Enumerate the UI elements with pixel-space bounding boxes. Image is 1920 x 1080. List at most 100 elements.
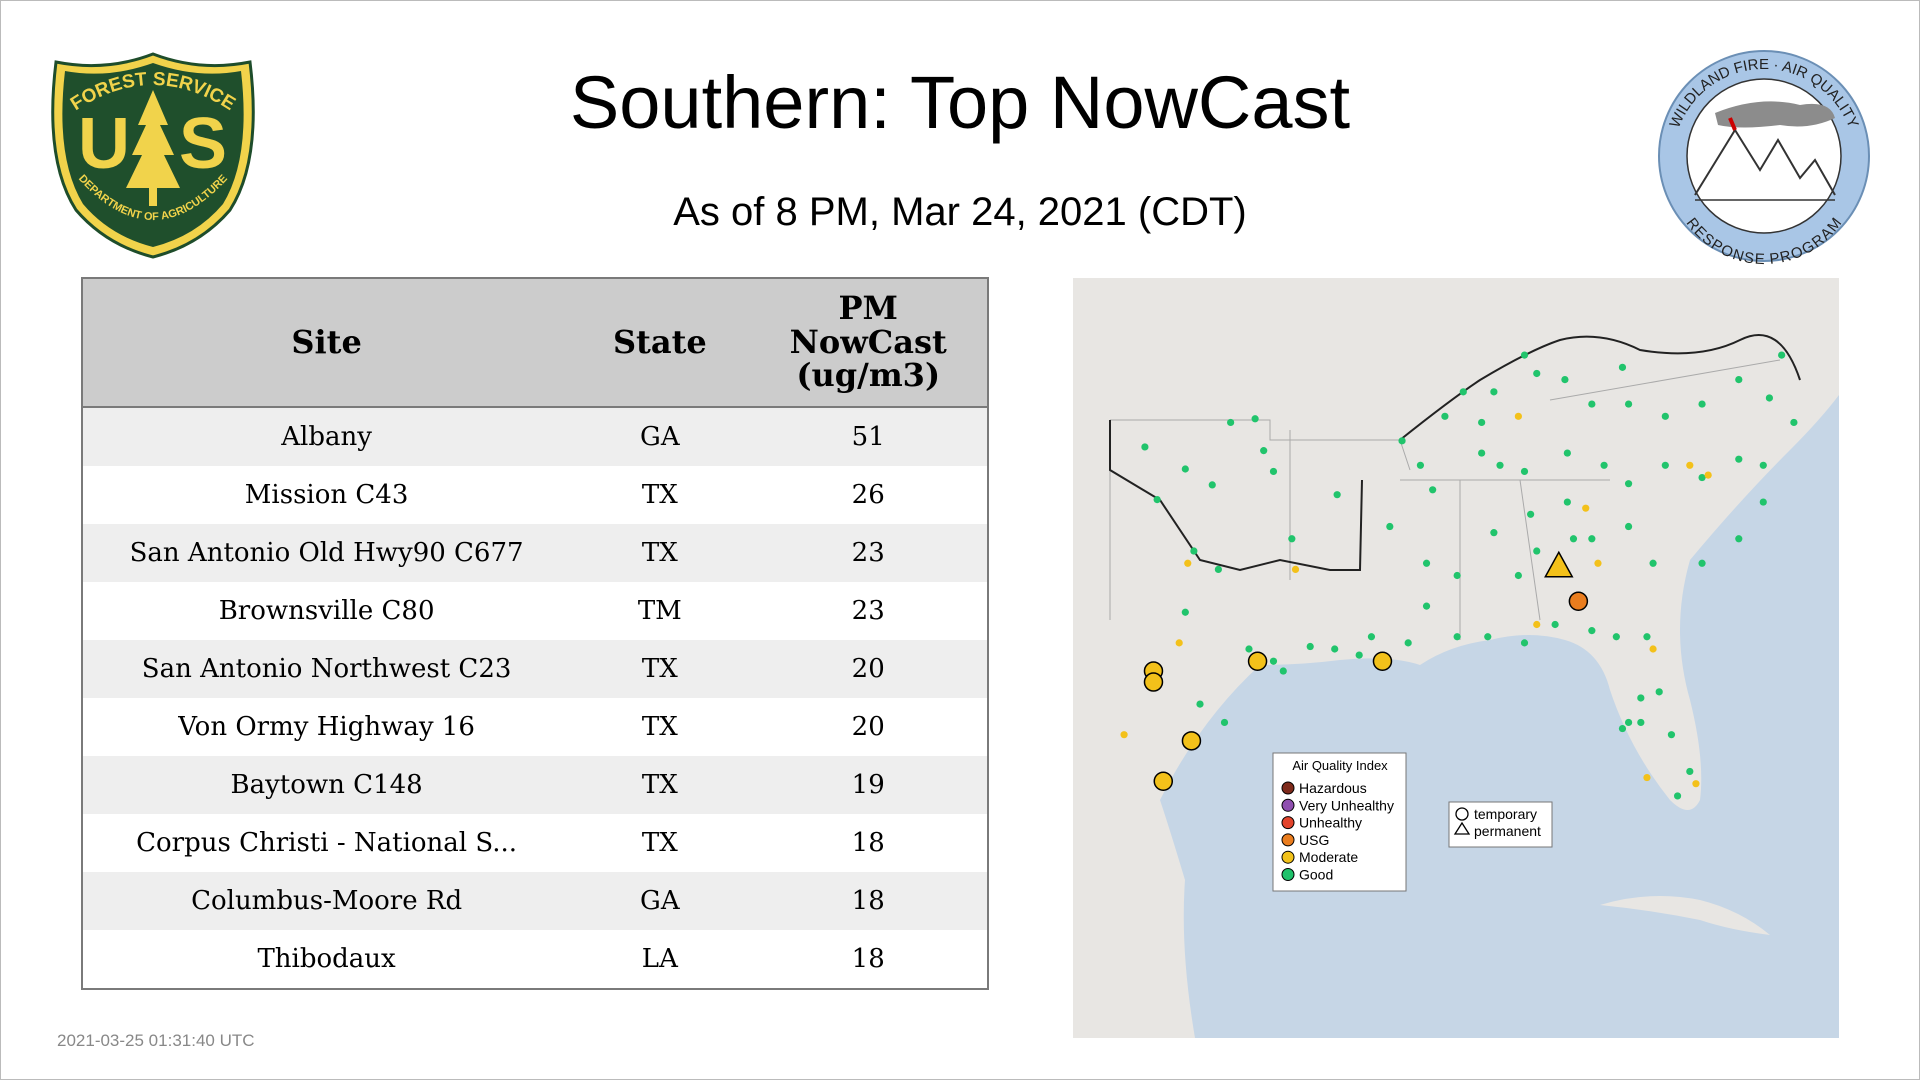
station-marker: [1698, 400, 1706, 408]
title: Southern: Top NowCast: [569, 61, 1351, 144]
station-marker: [1484, 633, 1492, 641]
station-marker: [1561, 375, 1569, 384]
station-marker: [1247, 651, 1268, 671]
station-marker: [1269, 657, 1278, 665]
table-row: Baytown C148 TX 19: [82, 756, 988, 814]
station-marker: [1765, 394, 1774, 402]
station-marker: [1643, 633, 1651, 641]
station-marker: [1214, 565, 1222, 573]
station-marker: [1490, 529, 1498, 537]
station-marker: [1759, 461, 1767, 469]
legend-label: Hazardous: [1299, 780, 1367, 796]
legend-shape: [1453, 821, 1471, 835]
station-marker: [1624, 718, 1633, 727]
station-marker: [1514, 412, 1522, 420]
header-row: Site State PM NowCast (ug/m3): [82, 278, 988, 408]
legend-title: Air Quality Index: [1292, 758, 1388, 773]
station-marker: [1279, 667, 1287, 675]
station-marker: [1569, 535, 1578, 543]
station-marker: [1704, 471, 1712, 479]
station-marker: [1735, 375, 1743, 384]
table-cell: TX: [641, 828, 678, 858]
table-cell: 26: [851, 480, 885, 510]
station-marker: [1661, 412, 1669, 420]
legend-swatch: [1281, 850, 1295, 864]
table-row: San Antonio Northwest C23 TX 20: [82, 640, 988, 698]
station-marker: [1698, 559, 1706, 567]
station-marker: [1533, 547, 1541, 555]
station-marker: [1686, 461, 1694, 469]
station-marker: [1618, 363, 1627, 371]
table-row: Albany GA 51: [82, 407, 988, 466]
station-marker: [1141, 443, 1149, 451]
table-cell: Baytown C148: [230, 770, 423, 800]
table-cell: TX: [641, 480, 678, 510]
station-marker: [1478, 418, 1486, 427]
table-cell: 51: [851, 422, 885, 452]
station-marker: [1490, 388, 1498, 396]
subtitle: As of 8 PM, Mar 24, 2021 (CDT): [673, 190, 1247, 234]
station-marker: [1643, 773, 1651, 782]
table-cell: TX: [641, 538, 678, 568]
station-marker: [1459, 388, 1467, 396]
table-cell: 18: [851, 944, 885, 974]
table-row: Thibodaux LA 18: [82, 930, 988, 989]
station-marker: [1588, 627, 1596, 635]
table-cell: TX: [641, 770, 678, 800]
table-cell: Columbus-Moore Rd: [191, 886, 463, 916]
station-marker: [1624, 480, 1633, 488]
station-marker: [1181, 731, 1202, 751]
station-marker: [1386, 522, 1394, 531]
legend-swatch: [1281, 798, 1295, 812]
station-marker: [1568, 591, 1589, 611]
station-marker: [1637, 718, 1645, 727]
station-marker: [1520, 639, 1529, 647]
station-marker: [1551, 620, 1559, 629]
station-marker: [1778, 351, 1786, 359]
table-row: Corpus Christi - National S... TX 18: [82, 814, 988, 872]
station-marker: [1422, 559, 1431, 567]
station-marker: [1429, 486, 1437, 494]
station-marker: [1624, 522, 1633, 531]
station-marker: [1269, 467, 1278, 476]
station-marker: [1453, 633, 1461, 641]
station-marker: [1441, 412, 1449, 420]
table-row: Brownsville C80 TM 23: [82, 582, 988, 640]
table-row: Columbus-Moore Rd GA 18: [82, 872, 988, 930]
table-cell: 23: [851, 538, 885, 568]
station-marker: [1673, 792, 1682, 800]
table-cell: TX: [641, 654, 678, 684]
table-row: Mission C43 TX 26: [82, 466, 988, 524]
station-marker: [1251, 415, 1259, 423]
station-marker: [1533, 620, 1541, 629]
station-marker: [1649, 645, 1657, 653]
station-marker: [1245, 645, 1253, 653]
table-cell: LA: [641, 944, 678, 974]
station-marker: [1544, 550, 1574, 578]
table-cell: TX: [641, 712, 678, 742]
table-cell: Albany: [281, 422, 372, 452]
column-header: PM NowCast (ug/m3): [789, 289, 947, 395]
legend-shape: [1455, 807, 1469, 821]
table-cell: 20: [851, 712, 885, 742]
station-marker: [1143, 672, 1164, 692]
station-marker: [1533, 369, 1541, 378]
legend-label: Moderate: [1299, 849, 1358, 865]
legend-swatch: [1281, 868, 1295, 881]
station-marker: [1175, 639, 1183, 647]
station-marker: [1594, 559, 1602, 567]
station-marker: [1367, 633, 1376, 641]
legend-label: permanent: [1474, 823, 1541, 839]
station-marker: [1196, 700, 1204, 708]
station-marker: [1181, 465, 1189, 473]
table-cell: Brownsville C80: [218, 596, 435, 626]
station-marker: [1514, 571, 1522, 580]
station-marker: [1306, 642, 1314, 651]
station-marker: [1655, 688, 1663, 696]
legend-label: Unhealthy: [1299, 815, 1362, 831]
station-marker: [1398, 437, 1406, 445]
station-marker: [1637, 694, 1645, 702]
table-cell: Corpus Christi - National S...: [136, 828, 518, 858]
table-cell: TM: [637, 596, 682, 626]
